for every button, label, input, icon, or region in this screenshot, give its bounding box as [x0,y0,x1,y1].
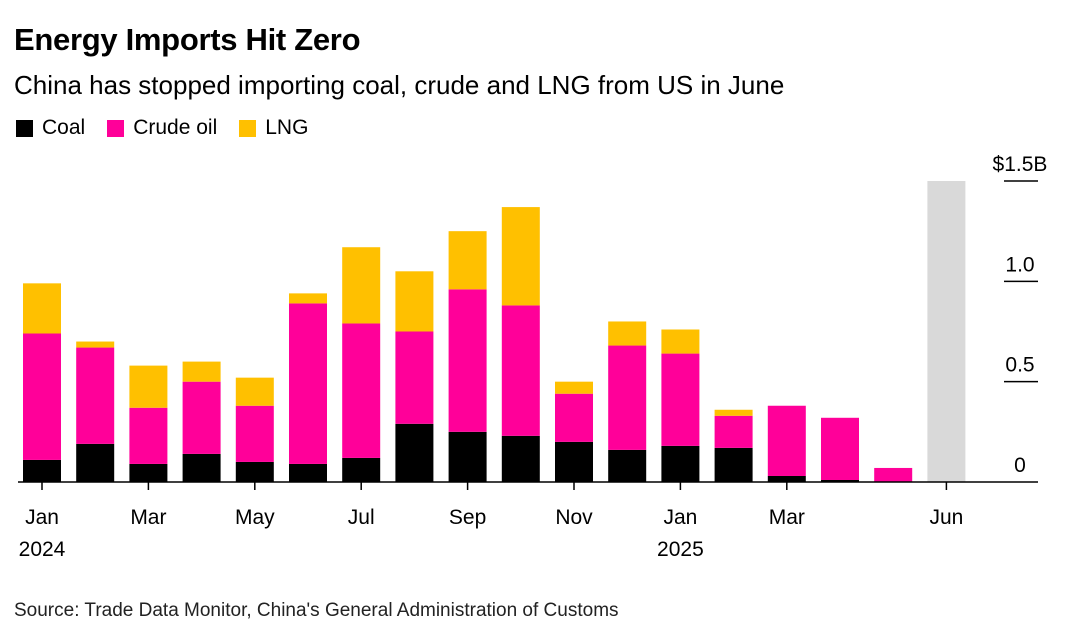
bar-lng-2024-05 [235,377,274,406]
bar-coal-2024-05 [235,461,274,482]
bar-coal-2025-01 [661,445,700,482]
x-tick-label-8: Sep [449,506,486,529]
bar-crude-oil-2025-04 [821,417,859,480]
bar-coal-2025-04 [821,479,859,482]
bar-lng-2024-10 [501,207,540,306]
bar-crude-oil-2024-05 [235,405,274,462]
legend-swatch-coal [16,119,33,137]
bar-crude-oil-2024-02 [76,347,115,444]
x-tick-label-6: Jul [348,506,375,529]
bar-coal-2024-12 [608,449,647,482]
legend-swatch-crude-oil [107,119,125,137]
x-tick-label-12: Jan [663,506,697,529]
bar-crude-oil-2024-07 [342,323,381,458]
bar-crude-oil-2025-05 [874,467,913,482]
bar-crude-oil-2024-01 [23,333,61,460]
bar-crude-oil-2024-04 [182,381,221,454]
stacked-bar-chart: 0 0.5 1.0 $1.5B Jan 2024 Mar May Jul Sep Nov Jan 202… [18,153,1048,561]
highlight-bar [927,181,966,482]
x-tick-label-14: Mar [769,506,805,529]
bar-lng-2024-02 [76,341,115,348]
bar-crude-oil-2024-10 [501,305,540,436]
bar-coal-2024-02 [76,443,115,482]
bar-crude-oil-2024-09 [448,289,487,432]
y-tick-label-0: 0 [1014,454,1026,477]
bar-lng-2024-09 [448,231,487,290]
bar-coal-2024-04 [182,453,221,482]
bar-coal-2025-03 [767,475,806,482]
legend-swatch-lng [239,119,257,137]
x-tick-label-4: May [235,506,275,529]
x-tick-label-17: Jun [929,506,963,529]
bar-lng-2025-01 [661,329,700,354]
chart-title: Energy Imports Hit Zero [14,22,361,57]
x-tick-label-10: Nov [555,506,593,529]
bar-lng-2024-03 [129,365,168,408]
bar-crude-oil-2024-03 [129,407,168,464]
legend-label-lng: LNG [265,116,309,139]
chart-subtitle: China has stopped importing coal, crude … [14,70,785,100]
bar-coal-2024-08 [395,423,434,482]
bar-coal-2024-01 [23,459,61,482]
bar-coal-2024-11 [555,441,593,482]
bar-lng-2024-12 [608,321,647,346]
bar-lng-2024-07 [342,247,381,324]
legend-item-coal: Coal [16,116,85,140]
bar-crude-oil-2024-08 [395,331,434,424]
bar-crude-oil-2024-11 [555,393,593,442]
bar-crude-oil-2024-12 [608,345,647,450]
x-tick-label-2: Mar [130,506,166,529]
legend-item-lng: LNG [239,116,308,140]
bar-coal-2024-07 [342,457,381,482]
y-tick-label-0.5: 0.5 [1005,354,1034,377]
bar-crude-oil-2025-03 [767,405,806,476]
x-tick-year-2025: 2025 [657,538,704,561]
bar-coal-2024-03 [129,463,168,482]
bar-lng-2024-04 [182,361,221,382]
bar-coal-2024-10 [501,435,540,482]
bar-coal-2024-06 [289,463,327,482]
legend-label-crude-oil: Crude oil [133,116,218,139]
bar-crude-oil-2024-06 [289,303,327,464]
x-tick-year-2024: 2024 [19,538,66,561]
y-tick-label-1: 1.0 [1005,253,1034,276]
x-tick-label-0: Jan [25,506,59,529]
bar-lng-2024-06 [289,293,327,304]
bar-lng-2025-02 [714,409,753,416]
bar-crude-oil-2025-02 [714,415,753,448]
bar-lng-2024-01 [23,283,61,334]
bar-coal-2024-09 [448,431,487,482]
legend-item-crude-oil: Crude oil [107,116,217,140]
legend-label-coal: Coal [42,116,86,139]
bar-lng-2024-08 [395,271,434,332]
bar-crude-oil-2025-01 [661,353,700,446]
y-tick-label-1.5: $1.5B [993,153,1048,176]
bar-coal-2025-02 [714,447,753,482]
source-note: Source: Trade Data Monitor, China's Gene… [14,600,619,621]
legend: Coal Crude oil LNG [16,116,330,140]
bar-lng-2024-11 [555,381,593,394]
